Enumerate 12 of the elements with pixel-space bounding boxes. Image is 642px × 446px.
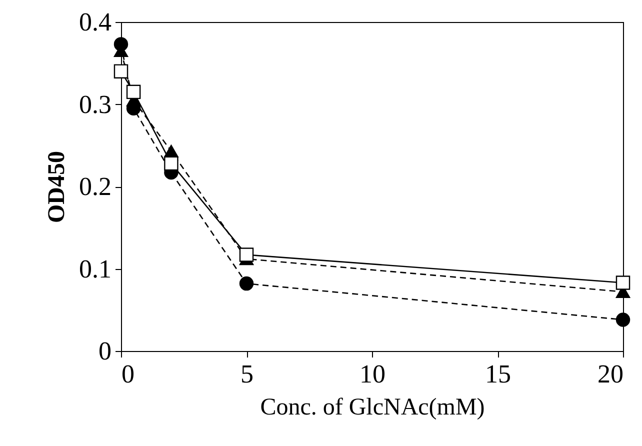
y-tick-label: 0.2 [79, 172, 112, 201]
x-tick-label: 5 [240, 360, 254, 388]
x-tick-label: 0 [122, 360, 134, 388]
x-tick-label: 15 [485, 360, 511, 388]
y-axis-title: OD450 [44, 151, 70, 223]
y-tick-label: 0.4 [79, 8, 112, 36]
y-tick-label: 0 [98, 336, 112, 366]
y-tick-label: 0.1 [79, 254, 112, 284]
x-axis-title: Conc. of GlcNAc(mM) [260, 394, 485, 420]
x-tick-label: 20 [598, 360, 624, 388]
x-tick-label: 10 [360, 360, 386, 388]
y-tick-label: 0.3 [79, 90, 112, 119]
